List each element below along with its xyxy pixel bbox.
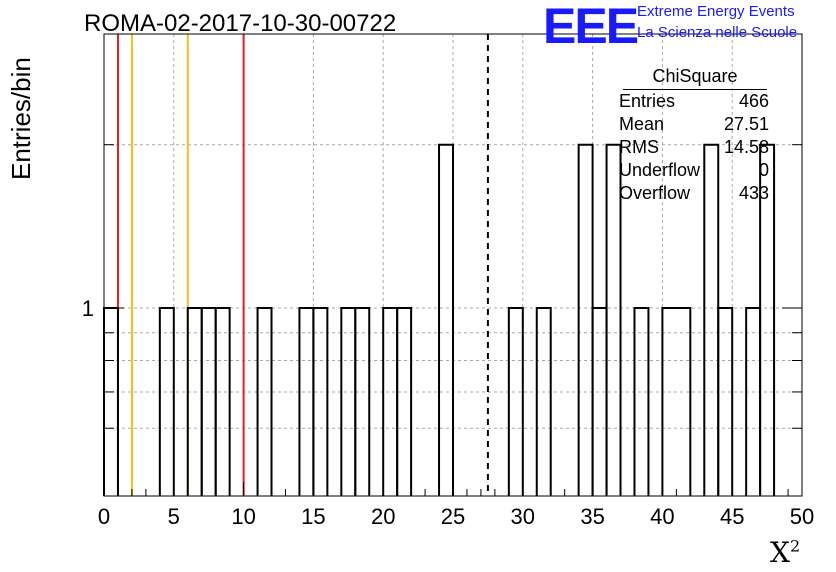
histogram-bin — [312, 306, 329, 496]
histogram — [103, 143, 776, 496]
histogram-bin — [759, 143, 776, 496]
y-axis-label: Entries/bin — [6, 57, 36, 180]
histogram-bin — [298, 306, 315, 496]
histogram-bin — [591, 306, 608, 496]
histogram-bin — [186, 306, 203, 496]
histogram-bin — [507, 306, 524, 496]
stats-label: Underflow — [619, 160, 701, 180]
histogram-bin — [214, 306, 231, 496]
histogram-bin — [717, 306, 734, 496]
histogram-bin — [661, 306, 692, 496]
stats-value: 466 — [738, 91, 769, 111]
histogram-bin — [633, 306, 650, 496]
histogram-bin — [745, 306, 762, 496]
x-tick-label: 20 — [371, 504, 395, 529]
x-axis-label-base: X — [770, 536, 790, 569]
stats-label: RMS — [619, 137, 659, 157]
y-axis: 1 — [82, 144, 802, 429]
stats-row: Overflow 433 — [611, 182, 779, 205]
logo-subtitle-2: La Scienza nelle Scuole — [637, 24, 798, 41]
chart-title: ROMA-02-2017-10-30-00722 — [84, 10, 397, 37]
histogram-bin — [103, 306, 119, 496]
stats-box: ChiSquare Entries 466 Mean 27.51 RMS 14.58 … — [611, 64, 779, 205]
logo-subtitle-1: Extreme Energy Events — [637, 3, 795, 20]
y-tick-label: 1 — [82, 296, 94, 321]
histogram-bin — [158, 306, 175, 496]
stats-label: Entries — [619, 91, 676, 111]
histogram-bin — [535, 306, 552, 496]
x-axis: 0 5 10 15 20 25 30 35 40 45 50 — [98, 482, 814, 529]
stats-row: Underflow 0 — [611, 159, 779, 182]
x-tick-label: 25 — [441, 504, 465, 529]
x-tick-label: 5 — [168, 504, 180, 529]
stats-row: Entries 466 — [611, 90, 779, 113]
x-tick-label: 45 — [720, 504, 744, 529]
x-tick-label: 50 — [790, 504, 814, 529]
stats-label: Mean — [619, 114, 665, 134]
x-tick-label: 10 — [231, 504, 255, 529]
stats-row: RMS 14.58 — [611, 136, 779, 159]
x-tick-label: 15 — [301, 504, 325, 529]
x-axis-label: X2 — [770, 536, 800, 569]
histogram-bin — [396, 306, 413, 496]
x-tick-label: 40 — [650, 504, 674, 529]
stats-value: 27.51 — [723, 114, 769, 134]
histogram-bin — [382, 306, 399, 496]
stats-label: Overflow — [619, 183, 691, 203]
stats-row: Mean 27.51 — [611, 113, 779, 136]
histogram-bin — [577, 143, 594, 496]
x-tick-label: 35 — [580, 504, 604, 529]
histogram-bin — [200, 306, 217, 496]
histogram-bin — [256, 306, 273, 496]
stats-title: ChiSquare — [623, 64, 767, 90]
x-tick-label: 0 — [98, 504, 110, 529]
histogram-bin — [605, 143, 622, 496]
x-axis-label-sup: 2 — [789, 536, 801, 556]
stats-value: 0 — [758, 160, 769, 180]
histogram-bin — [438, 143, 454, 496]
stats-value: 14.58 — [723, 137, 769, 157]
x-tick-label: 30 — [511, 504, 535, 529]
histogram-bin — [340, 306, 357, 496]
stats-value: 433 — [738, 183, 769, 203]
histogram-bin — [354, 306, 371, 496]
eee-logo: EEE — [543, 0, 639, 54]
